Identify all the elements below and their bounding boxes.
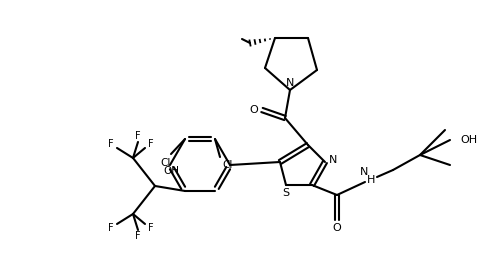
Text: O: O	[250, 105, 258, 115]
Text: F: F	[108, 223, 114, 233]
Text: OH: OH	[460, 135, 477, 145]
Text: N: N	[329, 155, 337, 165]
Text: Cl: Cl	[161, 158, 171, 168]
Text: N: N	[286, 78, 294, 88]
Text: O: O	[333, 223, 341, 233]
Text: N: N	[360, 167, 368, 177]
Text: F: F	[148, 139, 154, 149]
Text: S: S	[283, 188, 289, 198]
Text: F: F	[148, 223, 154, 233]
Text: F: F	[108, 139, 114, 149]
Text: H: H	[367, 175, 375, 185]
Text: OH: OH	[163, 166, 179, 176]
Text: F: F	[135, 231, 141, 241]
Text: Cl: Cl	[223, 160, 233, 170]
Text: F: F	[135, 131, 141, 141]
